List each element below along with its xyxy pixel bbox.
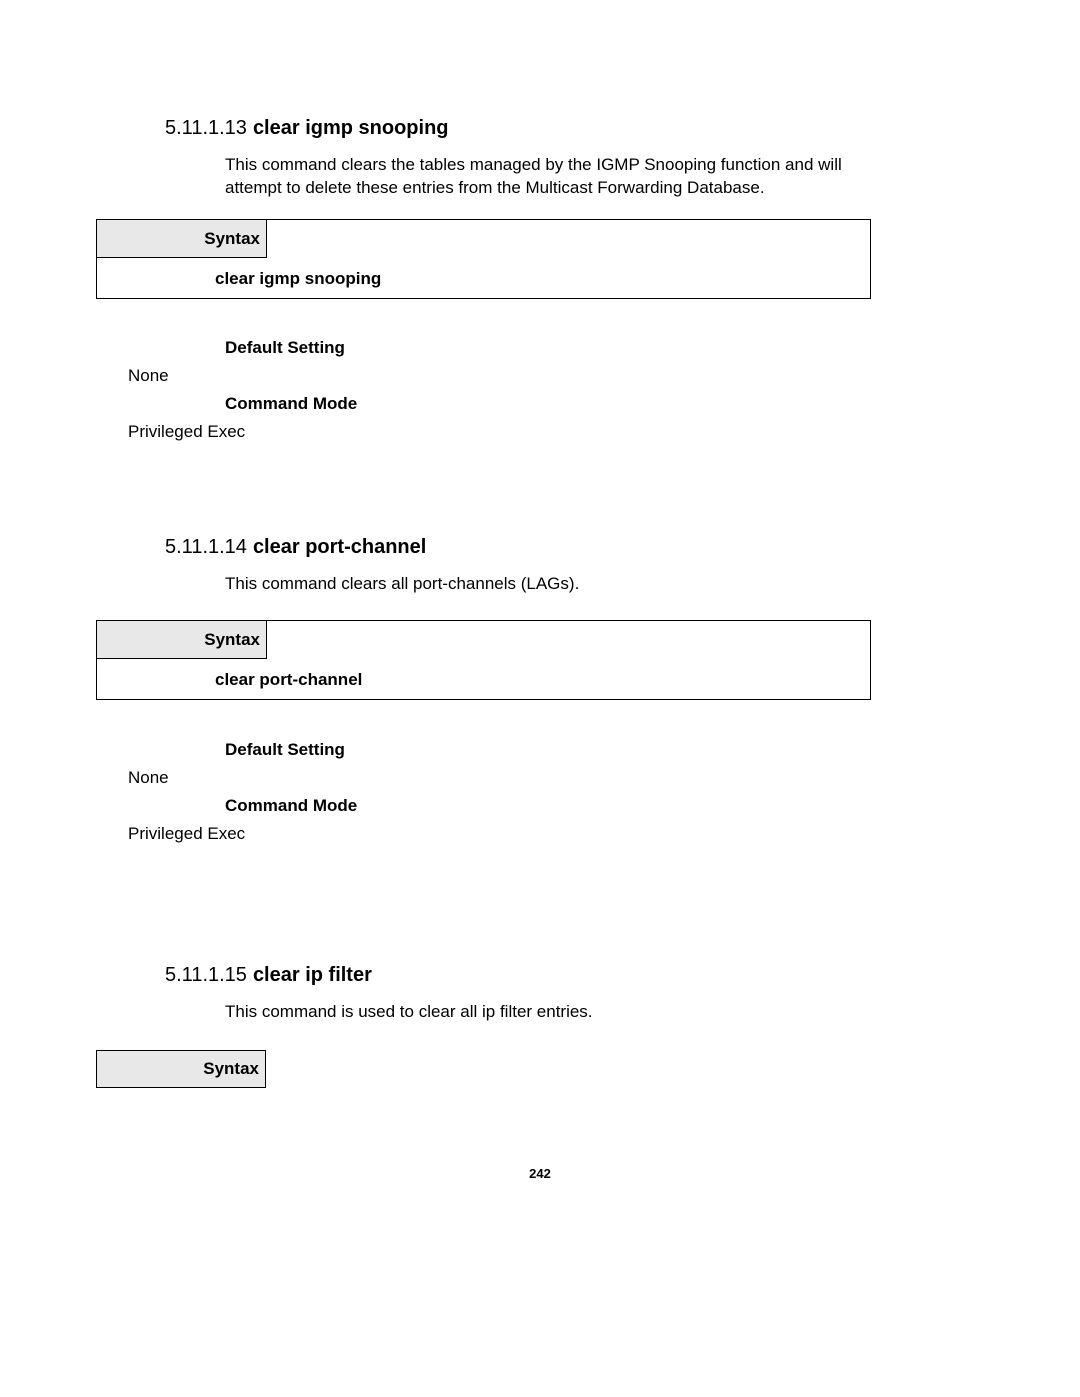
syntax-body-row: clear port-channel	[97, 659, 870, 701]
command-mode-label: Command Mode	[225, 796, 357, 816]
syntax-label: Syntax	[204, 229, 260, 249]
section-title: clear igmp snooping	[253, 117, 449, 139]
syntax-box: Syntax clear port-channel	[96, 620, 871, 700]
section-heading: 5.11.1.13 clear igmp snooping	[165, 116, 449, 140]
section-heading: 5.11.1.15 clear ip filter	[165, 963, 372, 987]
command-mode-label: Command Mode	[225, 394, 357, 414]
syntax-label: Syntax	[203, 1059, 259, 1079]
default-setting-value: None	[128, 768, 169, 788]
section-number: 5.11.1.13	[165, 117, 247, 139]
syntax-body-row: clear igmp snooping	[97, 258, 870, 300]
section-description: This command is used to clear all ip fil…	[225, 1001, 860, 1024]
document-page: 5.11.1.13 clear igmp snooping This comman…	[0, 0, 1080, 1397]
page-number: 242	[0, 1166, 1080, 1181]
syntax-box: Syntax	[96, 1050, 266, 1088]
section-number: 5.11.1.14	[165, 536, 247, 558]
section-number: 5.11.1.15	[165, 964, 247, 986]
command-mode-value: Privileged Exec	[128, 824, 245, 844]
section-title: clear ip filter	[253, 964, 372, 986]
command-mode-value: Privileged Exec	[128, 422, 245, 442]
default-setting-label: Default Setting	[225, 740, 345, 760]
default-setting-label: Default Setting	[225, 338, 345, 358]
syntax-header-cell: Syntax	[97, 621, 267, 659]
section-description: This command clears the tables managed b…	[225, 154, 860, 200]
syntax-header-cell: Syntax	[97, 220, 267, 258]
section-heading: 5.11.1.14 clear port-channel	[165, 535, 426, 559]
syntax-label: Syntax	[204, 630, 260, 650]
syntax-box: Syntax clear igmp snooping	[96, 219, 871, 299]
syntax-command: clear port-channel	[215, 670, 362, 690]
section-title: clear port-channel	[253, 536, 426, 558]
syntax-command: clear igmp snooping	[215, 269, 381, 289]
section-description: This command clears all port-channels (L…	[225, 573, 860, 596]
default-setting-value: None	[128, 366, 169, 386]
